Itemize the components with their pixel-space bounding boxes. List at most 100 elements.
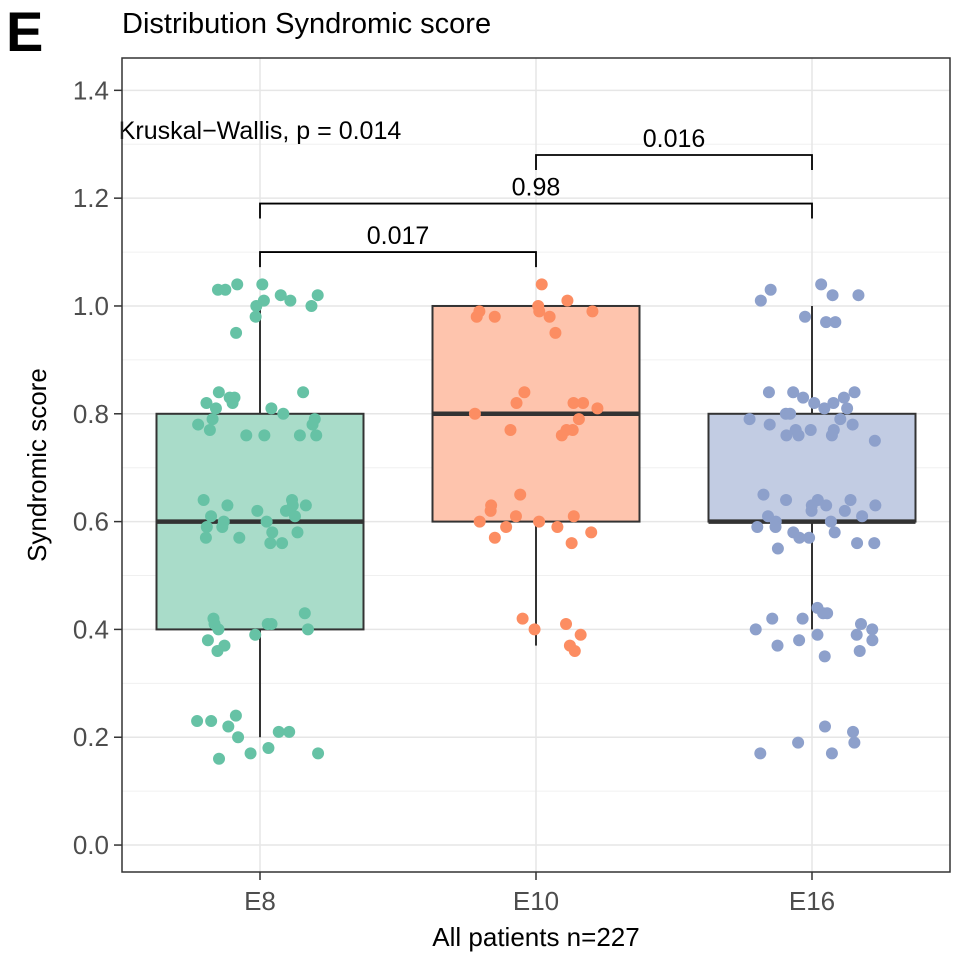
data-point bbox=[585, 526, 598, 539]
data-point bbox=[560, 618, 573, 631]
box-layer bbox=[155, 304, 917, 738]
data-point bbox=[201, 634, 214, 647]
x-axis-title: All patients n=227 bbox=[432, 922, 639, 952]
data-point bbox=[793, 531, 806, 544]
data-point bbox=[192, 418, 205, 431]
data-point bbox=[288, 510, 301, 523]
data-point bbox=[754, 747, 767, 760]
data-point bbox=[291, 526, 304, 539]
data-point bbox=[771, 542, 784, 555]
data-point bbox=[206, 413, 219, 426]
data-point bbox=[829, 316, 842, 329]
data-point bbox=[805, 504, 818, 517]
data-point bbox=[828, 526, 841, 539]
data-point bbox=[500, 520, 513, 533]
axis-layer: 0.0 0.2 0.4 0.6 0.8 1.0 1.2 1.4 E8 E10 E16 bbox=[73, 75, 835, 916]
data-point bbox=[815, 278, 828, 291]
data-point bbox=[551, 520, 564, 533]
data-point bbox=[825, 429, 838, 442]
data-point bbox=[226, 397, 239, 410]
data-point bbox=[284, 294, 297, 307]
data-point bbox=[792, 736, 805, 749]
data-point bbox=[834, 413, 847, 426]
data-point bbox=[250, 299, 263, 312]
data-point bbox=[851, 537, 864, 550]
x-tick-label: E8 bbox=[244, 886, 276, 916]
data-point bbox=[484, 504, 497, 517]
data-point bbox=[258, 429, 271, 442]
point-layer bbox=[191, 278, 882, 765]
data-point bbox=[516, 612, 529, 625]
data-point bbox=[866, 623, 879, 636]
data-point bbox=[561, 294, 574, 307]
data-point bbox=[784, 407, 797, 420]
significance-bracket bbox=[259, 251, 537, 268]
data-point bbox=[310, 429, 323, 442]
significance-bracket bbox=[535, 154, 813, 171]
significance-label: 0.98 bbox=[512, 174, 561, 202]
data-point bbox=[803, 531, 816, 544]
data-point bbox=[203, 423, 216, 436]
data-point bbox=[535, 278, 548, 291]
data-point bbox=[528, 623, 541, 636]
data-point bbox=[265, 618, 278, 631]
y-tick-label: 0.4 bbox=[73, 614, 109, 644]
data-point bbox=[200, 520, 213, 533]
data-point bbox=[856, 510, 869, 523]
data-point bbox=[191, 715, 204, 728]
data-point bbox=[244, 747, 257, 760]
data-point bbox=[473, 515, 486, 528]
data-point bbox=[567, 397, 580, 410]
data-point bbox=[249, 628, 262, 641]
data-point bbox=[848, 736, 861, 749]
data-point bbox=[222, 720, 235, 733]
data-point bbox=[256, 278, 269, 291]
data-point bbox=[470, 310, 483, 323]
data-point bbox=[804, 423, 817, 436]
data-point bbox=[274, 289, 287, 302]
y-tick-label: 0.2 bbox=[73, 722, 109, 752]
data-point bbox=[567, 510, 580, 523]
data-point bbox=[543, 310, 556, 323]
y-axis-title: Syndromic score bbox=[22, 368, 52, 562]
data-point bbox=[820, 499, 833, 512]
data-point bbox=[549, 326, 562, 339]
data-point bbox=[820, 316, 833, 329]
data-point bbox=[817, 607, 830, 620]
data-point bbox=[229, 709, 242, 722]
panel-letter: E bbox=[6, 0, 44, 63]
data-point bbox=[293, 429, 306, 442]
data-point bbox=[230, 326, 243, 339]
data-point bbox=[212, 623, 225, 636]
data-point bbox=[555, 429, 568, 442]
data-point bbox=[205, 715, 218, 728]
data-point bbox=[853, 644, 866, 657]
data-point bbox=[572, 413, 585, 426]
data-point bbox=[577, 397, 590, 410]
data-point bbox=[468, 407, 481, 420]
data-point bbox=[568, 644, 581, 657]
data-point bbox=[757, 488, 770, 501]
data-point bbox=[852, 289, 865, 302]
data-point bbox=[869, 499, 882, 512]
data-point bbox=[818, 402, 831, 415]
data-point bbox=[846, 418, 859, 431]
data-point bbox=[212, 386, 225, 399]
data-point bbox=[510, 397, 523, 410]
data-point bbox=[209, 402, 222, 415]
x-tick-label: E16 bbox=[789, 886, 835, 916]
data-point bbox=[847, 725, 860, 738]
data-point bbox=[811, 628, 824, 641]
data-point bbox=[262, 742, 275, 755]
data-point bbox=[848, 386, 861, 399]
data-point bbox=[488, 531, 501, 544]
data-point bbox=[272, 725, 285, 738]
data-point bbox=[265, 402, 278, 415]
data-point bbox=[249, 310, 262, 323]
data-point bbox=[205, 510, 218, 523]
data-point bbox=[799, 310, 812, 323]
data-point bbox=[312, 747, 325, 760]
chart-title: Distribution Syndromic score bbox=[122, 8, 492, 40]
data-point bbox=[866, 634, 879, 647]
